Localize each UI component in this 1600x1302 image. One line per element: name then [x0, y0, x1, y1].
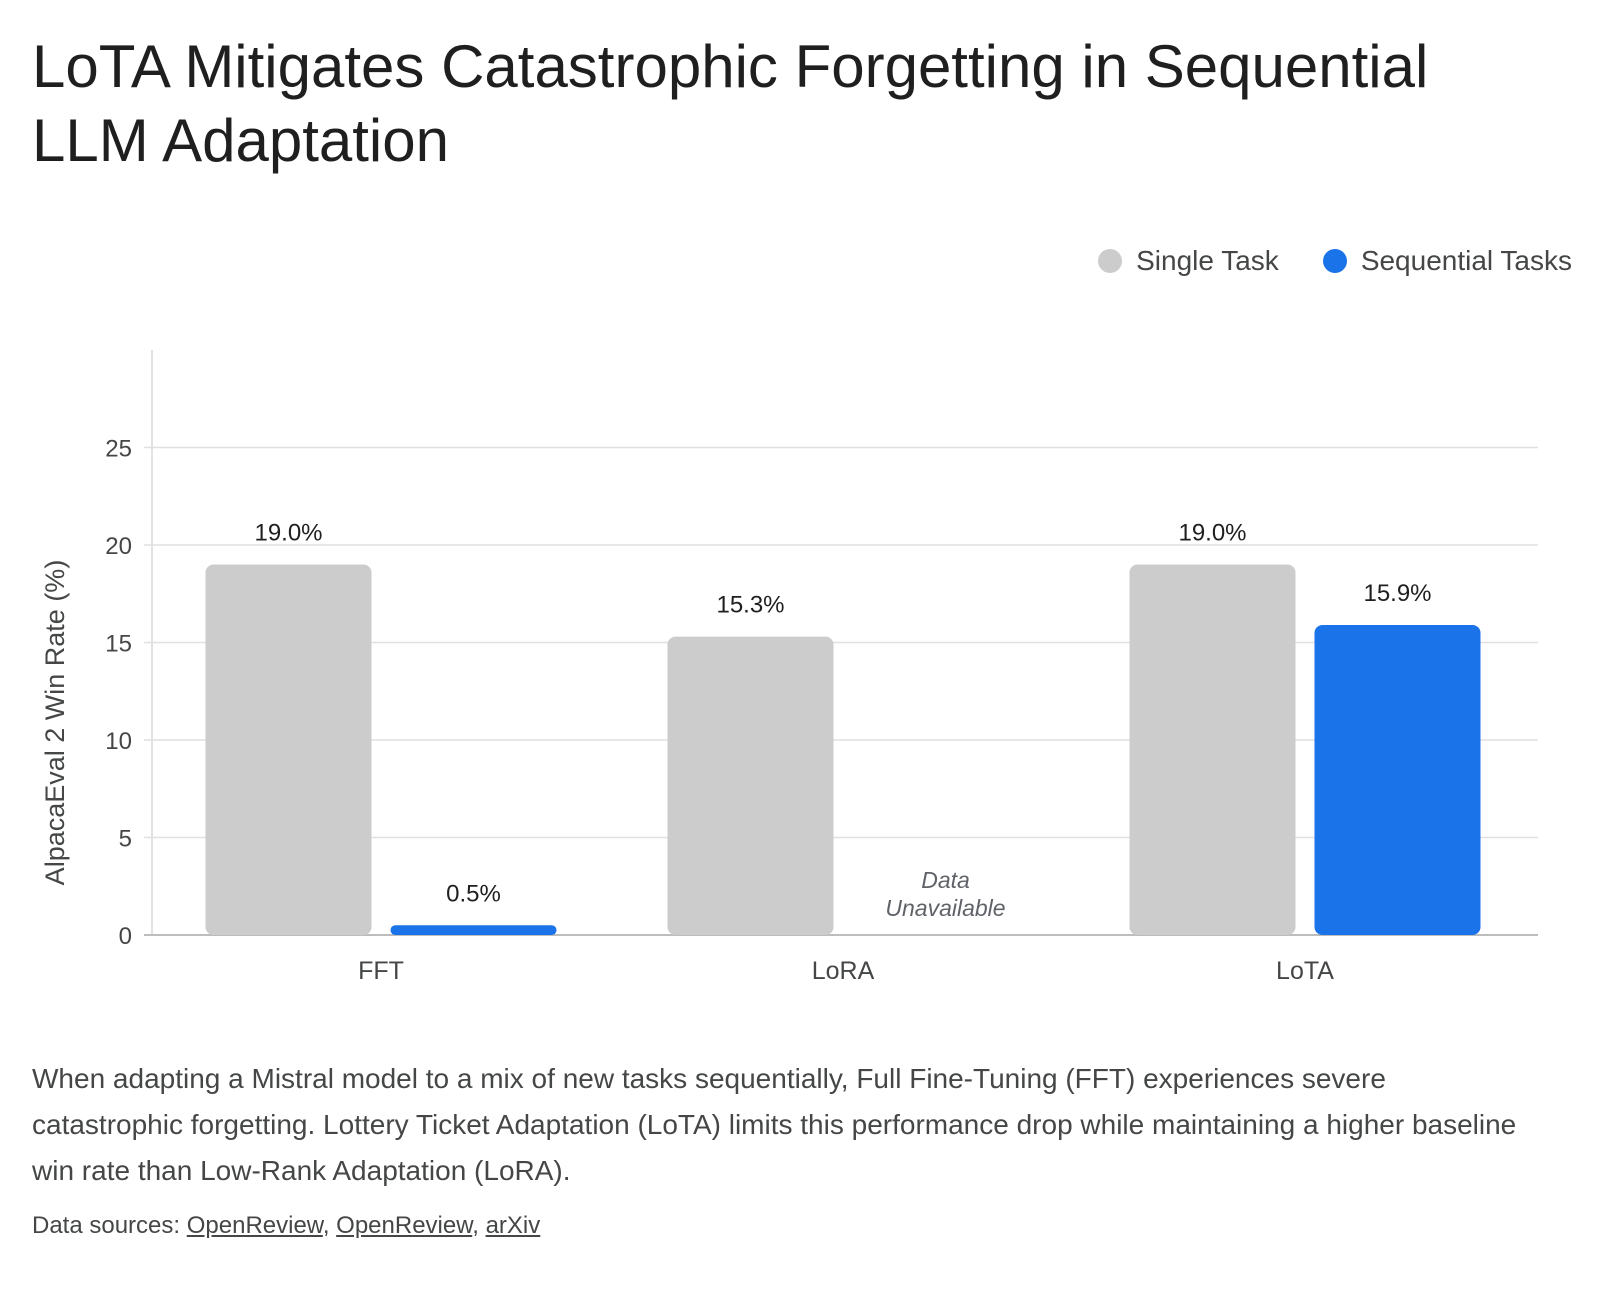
data-label: 15.3% — [716, 592, 784, 619]
y-tick-label: 0 — [119, 923, 132, 950]
legend-label-sequential-tasks: Sequential Tasks — [1360, 245, 1572, 276]
y-tick-label: 20 — [105, 533, 132, 560]
y-axis-title: AlpacaEval 2 Win Rate (%) — [40, 560, 70, 886]
y-tick-label: 25 — [105, 436, 132, 463]
legend-swatch-single-task — [1098, 249, 1123, 273]
legend-label-single-task: Single Task — [1136, 245, 1279, 276]
bar-single-task — [205, 564, 372, 935]
y-tick-label: 15 — [105, 631, 132, 658]
data-label: 15.9% — [1363, 580, 1431, 607]
data-label: 19.0% — [1178, 520, 1246, 547]
bar-single-task — [667, 636, 834, 935]
source-link-openreview-1[interactable]: OpenReview — [186, 1212, 323, 1239]
legend: Single Task Sequential Tasks — [1054, 245, 1572, 277]
x-tick-label: LoTA — [1276, 957, 1334, 985]
legend-item-single-task: Single Task — [1098, 245, 1279, 277]
data-label: 0.5% — [446, 880, 501, 907]
x-tick-label: FFT — [358, 957, 404, 985]
bar-chart: 0 5 10 15 20 25 AlpacaEval 2 Win Rate (%) FFT 19… — [40, 350, 1538, 985]
sources-separator: , — [472, 1212, 486, 1239]
y-tick-label: 10 — [105, 728, 132, 755]
x-tick-label: LoRA — [812, 957, 875, 985]
data-unavailable-note: Data — [921, 867, 970, 893]
legend-item-sequential-tasks: Sequential Tasks — [1322, 245, 1572, 277]
bar-single-task — [1129, 564, 1296, 935]
bar-sequential-tasks — [390, 925, 557, 935]
data-unavailable-note: Unavailable — [885, 895, 1005, 921]
chart-description: When adapting a Mistral model to a mix o… — [32, 1063, 1517, 1186]
sources-separator: , — [322, 1212, 337, 1239]
chart-title: LoTA Mitigates Catastrophic Forgetting i… — [32, 33, 1429, 174]
legend-swatch-sequential-tasks — [1322, 249, 1347, 273]
bar-sequential-tasks — [1314, 624, 1481, 935]
data-sources: Data sources: OpenReview, OpenReview, ar… — [32, 1212, 540, 1240]
y-tick-label: 5 — [119, 826, 132, 853]
source-link-arxiv[interactable]: arXiv — [485, 1212, 541, 1239]
source-link-openreview-2[interactable]: OpenReview — [336, 1212, 473, 1239]
sources-prefix: Data sources: — [32, 1212, 187, 1239]
data-label: 19.0% — [254, 520, 322, 547]
